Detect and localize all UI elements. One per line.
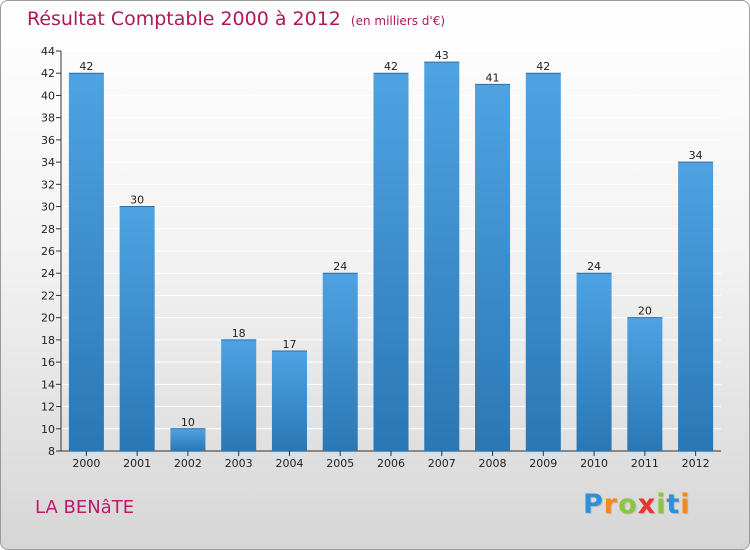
bar bbox=[170, 428, 206, 451]
logo-letter: x bbox=[637, 489, 657, 520]
y-tick-label: 26 bbox=[41, 245, 55, 258]
y-tick-label: 44 bbox=[41, 45, 55, 58]
bar bbox=[424, 62, 460, 451]
bar bbox=[627, 317, 663, 451]
bar-value-label: 18 bbox=[232, 327, 246, 340]
y-tick-label: 16 bbox=[41, 356, 55, 369]
place-name: LA BENâTE bbox=[35, 497, 135, 518]
x-tick-label: 2011 bbox=[631, 457, 659, 470]
y-tick-label: 22 bbox=[41, 289, 55, 302]
y-tick-label: 34 bbox=[41, 156, 55, 169]
x-tick-label: 2009 bbox=[529, 457, 557, 470]
x-tick-label: 2000 bbox=[72, 457, 100, 470]
bar bbox=[119, 206, 155, 451]
bar-value-label: 20 bbox=[638, 305, 652, 318]
bar bbox=[271, 351, 307, 451]
y-tick-label: 20 bbox=[41, 312, 55, 325]
y-tick-label: 8 bbox=[48, 445, 55, 458]
y-tick-label: 38 bbox=[41, 112, 55, 125]
bar bbox=[678, 162, 714, 451]
bar-value-label: 10 bbox=[181, 416, 195, 429]
bar-value-label: 17 bbox=[282, 338, 296, 351]
bar-value-label: 42 bbox=[384, 60, 398, 73]
chart-subtitle: (en milliers d'€) bbox=[350, 14, 446, 28]
y-tick-label: 24 bbox=[41, 267, 55, 280]
chart-title: Résultat Comptable 2000 à 2012 (en millie… bbox=[27, 8, 445, 30]
bar-value-label: 42 bbox=[536, 60, 550, 73]
bar-value-label: 24 bbox=[333, 260, 347, 273]
y-tick-label: 18 bbox=[41, 334, 55, 347]
bar bbox=[373, 73, 409, 451]
x-tick-label: 2003 bbox=[225, 457, 253, 470]
logo-letter: r bbox=[603, 489, 619, 520]
bar bbox=[525, 73, 561, 451]
bar-value-label: 41 bbox=[486, 71, 500, 84]
bar-value-label: 24 bbox=[587, 260, 601, 273]
bar bbox=[221, 339, 257, 451]
x-tick-label: 2008 bbox=[479, 457, 507, 470]
y-tick-label: 10 bbox=[41, 423, 55, 436]
x-tick-label: 2010 bbox=[580, 457, 608, 470]
bar-value-label: 34 bbox=[689, 149, 703, 162]
x-tick-label: 2007 bbox=[428, 457, 456, 470]
bar-value-label: 43 bbox=[435, 49, 449, 62]
x-tick-label: 2012 bbox=[682, 457, 710, 470]
bar-value-label: 42 bbox=[79, 60, 93, 73]
proxiti-logo: Proxiti bbox=[583, 489, 691, 520]
bar-value-label: 30 bbox=[130, 194, 144, 207]
x-tick-label: 2005 bbox=[326, 457, 354, 470]
y-tick-label: 14 bbox=[41, 378, 55, 391]
y-tick-label: 42 bbox=[41, 67, 55, 80]
logo-letter: i bbox=[680, 489, 691, 520]
bar bbox=[576, 273, 612, 451]
y-tick-label: 32 bbox=[41, 178, 55, 191]
y-tick-label: 28 bbox=[41, 223, 55, 236]
chart-title-text: Résultat Comptable 2000 à 2012 bbox=[27, 8, 341, 30]
y-tick-label: 12 bbox=[41, 401, 55, 414]
x-tick-label: 2001 bbox=[123, 457, 151, 470]
y-tick-label: 30 bbox=[41, 201, 55, 214]
logo-letter: P bbox=[583, 489, 604, 520]
y-tick-label: 40 bbox=[41, 89, 55, 102]
x-tick-label: 2002 bbox=[174, 457, 202, 470]
x-tick-label: 2004 bbox=[275, 457, 303, 470]
logo-letter: o bbox=[618, 489, 638, 520]
logo-letter: t bbox=[666, 489, 681, 520]
logo-letter: i bbox=[656, 489, 667, 520]
bar bbox=[475, 84, 511, 451]
bar bbox=[322, 273, 358, 451]
bar bbox=[68, 73, 104, 451]
x-tick-label: 2006 bbox=[377, 457, 405, 470]
y-tick-label: 36 bbox=[41, 134, 55, 147]
